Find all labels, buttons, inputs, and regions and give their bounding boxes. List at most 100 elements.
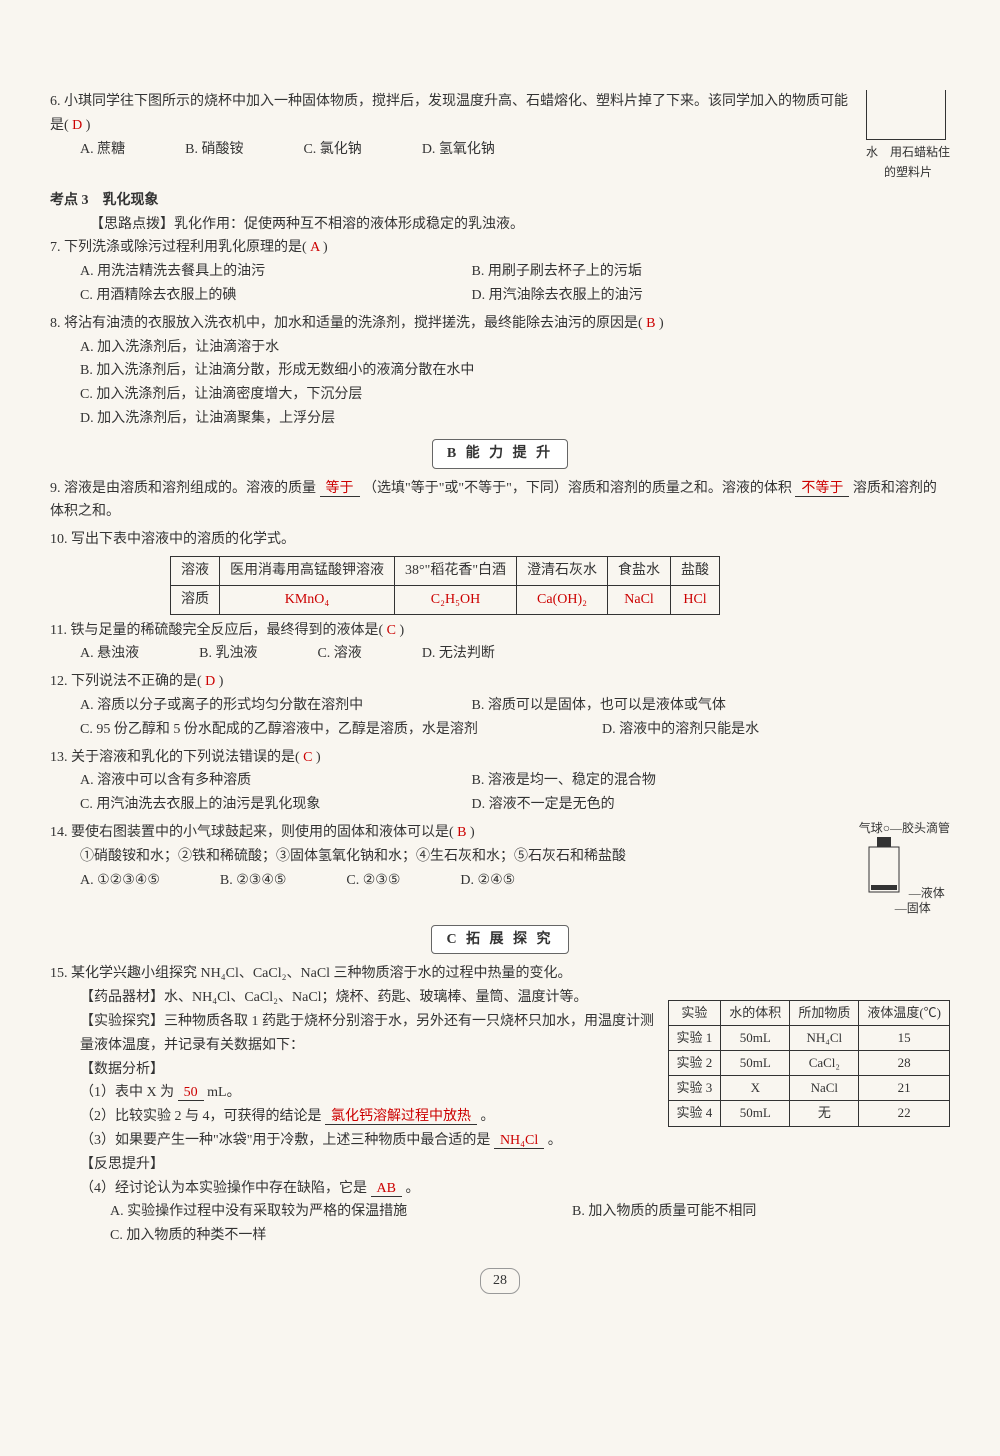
q12-opt-a: A. 溶质以分子或离子的形式均匀分散在溶剂中 [80, 694, 472, 718]
q8-answer: B [646, 316, 655, 331]
section-c-label: C 拓 展 探 究 [431, 925, 568, 955]
table-cell: CaCl₂ [790, 1051, 859, 1076]
q11-answer: C [387, 623, 396, 638]
q13-text: 13. 关于溶液和乳化的下列说法错误的是( [50, 750, 300, 765]
q7-close: ) [323, 240, 328, 255]
q15-opt-a: A. 实验操作过程中没有采取较为严格的保温措施 [110, 1200, 572, 1224]
q14-figure: 气球○—胶头滴管 —液体 —固体 [859, 821, 950, 917]
q15-text: 15. 某化学兴趣小组探究 NH₄Cl、CaCl₂、NaCl 三种物质溶于水的过… [50, 962, 950, 986]
table-cell: 盐酸 [671, 556, 720, 585]
fig-label: 气球 [859, 821, 883, 835]
q8-close: ) [659, 316, 664, 331]
q12-close: ) [219, 674, 224, 689]
fig-label: 用石蜡粘住 [890, 145, 950, 159]
section-b-banner: B 能 力 提 升 [50, 439, 950, 469]
fig-label: 的塑料片 [866, 162, 950, 182]
q7-opt-a: A. 用洗洁精洗去餐具上的油污 [80, 260, 472, 284]
q14-answer: B [457, 825, 466, 840]
q9-blank-1: 等于 [320, 481, 360, 497]
table-cell: 50mL [721, 1051, 790, 1076]
table-cell: NaCl [790, 1076, 859, 1101]
table-cell: Ca(OH)₂ [517, 585, 608, 614]
q15-opt-c: C. 加入物质的种类不一样 [110, 1224, 488, 1248]
page-number: 28 [50, 1268, 950, 1294]
q8-opt-d: D. 加入洗涤剂后，让油滴聚集，上浮分层 [80, 407, 950, 431]
q8-opt-a: A. 加入洗涤剂后，让油滴溶于水 [80, 336, 950, 360]
q9-p1: 9. 溶液是由溶质和溶剂组成的。溶液的质量 [50, 481, 316, 496]
question-10: 10. 写出下表中溶液中的溶质的化学式。 溶液 医用消毒用高锰酸钾溶液 38°"… [50, 528, 950, 614]
table-head: 所加物质 [790, 1001, 859, 1026]
table-cell: 38°"稻花香"白酒 [395, 556, 517, 585]
q14-items: ①硝酸铵和水；②铁和稀硫酸；③固体氢氧化钠和水；④生石灰和水；⑤石灰石和稀盐酸 [80, 845, 950, 869]
section-b-label: B 能 力 提 升 [432, 439, 568, 469]
q6-text: 6. 小琪同学往下图所示的烧杯中加入一种固体物质，搅拌后，发现温度升高、石蜡熔化… [50, 94, 848, 133]
q10-table: 溶液 医用消毒用高锰酸钾溶液 38°"稻花香"白酒 澄清石灰水 食盐水 盐酸 溶… [170, 556, 720, 615]
table-head: 液体温度(℃) [859, 1001, 950, 1026]
table-head: 水的体积 [721, 1001, 790, 1026]
table-cell: KMnO₄ [220, 585, 395, 614]
q6-answer: D [72, 118, 82, 133]
question-15: 15. 某化学兴趣小组探究 NH₄Cl、CaCl₂、NaCl 三种物质溶于水的过… [50, 962, 950, 1248]
q11-opt-b: B. 乳浊液 [199, 642, 257, 666]
q15-a4-p1: （4）经讨论认为本实验操作中存在缺陷，它是 [80, 1181, 367, 1196]
q13-opt-d: D. 溶液不一定是无色的 [472, 793, 864, 817]
q15-a1-blank: 50 [178, 1085, 204, 1101]
q6-opt-c: C. 氯化钠 [303, 138, 361, 162]
q13-answer: C [303, 750, 312, 765]
table-cell: X [721, 1076, 790, 1101]
q15-a2-blank: 氯化钙溶解过程中放热 [325, 1109, 477, 1125]
table-cell: 食盐水 [608, 556, 671, 585]
table-head: 实验 [668, 1001, 721, 1026]
q15-a3-blank: NH₄Cl [494, 1133, 544, 1149]
q9-p2: （选填"等于"或"不等于"，下同）溶质和溶剂的质量之和。溶液的体积 [363, 481, 792, 496]
table-cell: HCl [671, 585, 720, 614]
table-cell: 50mL [721, 1101, 790, 1126]
question-9: 9. 溶液是由溶质和溶剂组成的。溶液的质量 等于 （选填"等于"或"不等于"，下… [50, 477, 950, 525]
question-13: 13. 关于溶液和乳化的下列说法错误的是( C ) A. 溶液中可以含有多种溶质… [50, 746, 950, 817]
q12-answer: D [205, 674, 215, 689]
q15-a4-blank: AB [371, 1181, 402, 1197]
q15-a4-p2: 。 [405, 1181, 419, 1196]
q7-opt-c: C. 用酒精除去衣服上的碘 [80, 284, 472, 308]
q13-close: ) [316, 750, 321, 765]
q7-opt-b: B. 用刷子刷去杯子上的污垢 [472, 260, 864, 284]
question-11: 11. 铁与足量的稀硫酸完全反应后，最终得到的液体是( C ) A. 悬浊液 B… [50, 619, 950, 667]
q12-text: 12. 下列说法不正确的是( [50, 674, 202, 689]
question-8: 8. 将沾有油渍的衣服放入洗衣机中，加水和适量的洗涤剂，搅拌搓洗，最终能除去油污… [50, 312, 950, 431]
q6-figure: 水 用石蜡粘住 的塑料片 [866, 90, 950, 183]
question-6: 水 用石蜡粘住 的塑料片 6. 小琪同学往下图所示的烧杯中加入一种固体物质，搅拌… [50, 90, 950, 183]
q11-text: 11. 铁与足量的稀硫酸完全反应后，最终得到的液体是( [50, 623, 383, 638]
page-number-value: 28 [480, 1268, 520, 1294]
q15-a3-p2: 。 [548, 1133, 562, 1148]
fig-label: 水 [866, 145, 878, 159]
q7-answer: A [310, 240, 319, 255]
q13-opt-b: B. 溶液是均一、稳定的混合物 [472, 769, 864, 793]
q15-a2-p1: （2）比较实验 2 与 4，可获得的结论是 [80, 1109, 322, 1124]
q14-opt-b: B. ②③④⑤ [220, 869, 287, 893]
q7-opt-d: D. 用汽油除去衣服上的油污 [472, 284, 864, 308]
q11-opt-d: D. 无法判断 [422, 642, 495, 666]
q14-opt-a: A. ①②③④⑤ [80, 869, 160, 893]
section-c-banner: C 拓 展 探 究 [50, 925, 950, 955]
table-cell: NH₄Cl [790, 1026, 859, 1051]
question-12: 12. 下列说法不正确的是( D ) A. 溶质以分子或离子的形式均匀分散在溶剂… [50, 670, 950, 741]
topic-3-hint: 【思路点拨】乳化作用：促使两种互不相溶的液体形成稳定的乳浊液。 [90, 213, 950, 237]
q12-opt-c: C. 95 份乙醇和 5 份水配成的乙醇溶液中，乙醇是溶质，水是溶剂 [80, 718, 602, 742]
q8-opt-b: B. 加入洗涤剂后，让油滴分散，形成无数细小的液滴分散在水中 [80, 359, 950, 383]
table-cell: 实验 2 [668, 1051, 721, 1076]
table-cell: 溶液 [171, 556, 220, 585]
q15-a1-p1: （1）表中 X 为 [80, 1085, 174, 1100]
table-cell: 实验 1 [668, 1026, 721, 1051]
fig-label: 液体 [921, 886, 945, 900]
q15-a1-p2: mL。 [207, 1085, 240, 1100]
q10-text: 10. 写出下表中溶液中的溶质的化学式。 [50, 528, 950, 552]
q15-reflect-head: 【反思提升】 [80, 1153, 950, 1177]
q6-opt-b: B. 硝酸铵 [185, 138, 243, 162]
q13-opt-c: C. 用汽油洗去衣服上的油污是乳化现象 [80, 793, 472, 817]
q15-a2-p2: 。 [481, 1109, 495, 1124]
q12-opt-b: B. 溶质可以是固体，也可以是液体或气体 [472, 694, 864, 718]
table-cell: 22 [859, 1101, 950, 1126]
q7-text: 7. 下列洗涤或除污过程利用乳化原理的是( [50, 240, 307, 255]
bottle-icon [859, 837, 909, 897]
fig-label: 固体 [907, 901, 931, 915]
